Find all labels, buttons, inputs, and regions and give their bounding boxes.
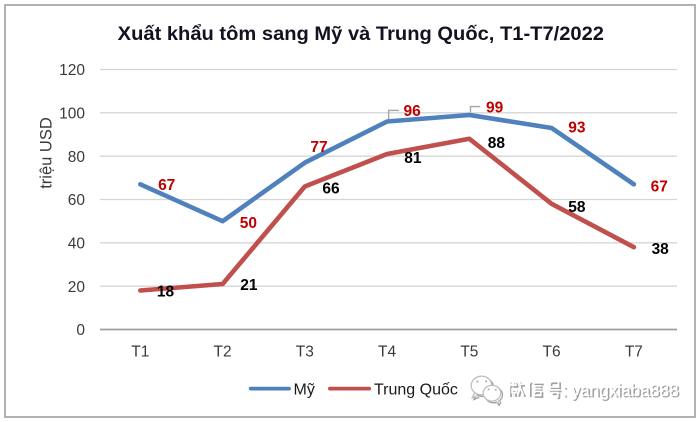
svg-text:T1: T1 — [131, 344, 149, 361]
svg-text:Xuất khẩu tôm sang Mỹ và Trung: Xuất khẩu tôm sang Mỹ và Trung Quốc, T1-… — [118, 24, 604, 45]
svg-text:triệu USD: triệu USD — [38, 117, 56, 189]
svg-text:: yangxiaba888: : yangxiaba888 — [564, 382, 681, 402]
svg-text:58: 58 — [568, 199, 586, 216]
svg-text:T3: T3 — [296, 344, 314, 361]
svg-text:40: 40 — [68, 236, 86, 253]
svg-text:Trung Quốc: Trung Quốc — [374, 382, 458, 399]
svg-text:18: 18 — [157, 284, 175, 301]
svg-text:0: 0 — [76, 322, 85, 339]
svg-text:T7: T7 — [625, 344, 643, 361]
svg-text:93: 93 — [568, 120, 586, 137]
svg-text:T2: T2 — [214, 344, 232, 361]
svg-text:99: 99 — [486, 99, 504, 116]
svg-text:T4: T4 — [378, 344, 396, 361]
svg-text:20: 20 — [68, 279, 86, 296]
svg-text:77: 77 — [310, 139, 327, 156]
svg-text:81: 81 — [404, 150, 422, 167]
svg-text:T5: T5 — [460, 344, 478, 361]
svg-text:67: 67 — [651, 178, 668, 195]
svg-text:120: 120 — [59, 62, 85, 79]
svg-text:67: 67 — [158, 177, 175, 194]
svg-text:: yangxiaba888: : yangxiaba888 — [562, 380, 679, 400]
svg-text:38: 38 — [652, 241, 670, 258]
svg-text:80: 80 — [68, 149, 86, 166]
svg-text:50: 50 — [240, 215, 257, 232]
svg-text:T6: T6 — [543, 344, 561, 361]
svg-text:100: 100 — [59, 106, 85, 123]
svg-text:60: 60 — [68, 192, 86, 209]
svg-text:Mỹ: Mỹ — [294, 382, 315, 399]
svg-text:96: 96 — [403, 103, 421, 120]
svg-text:21: 21 — [240, 277, 258, 294]
svg-text:88: 88 — [488, 135, 506, 152]
svg-text:66: 66 — [322, 181, 340, 198]
